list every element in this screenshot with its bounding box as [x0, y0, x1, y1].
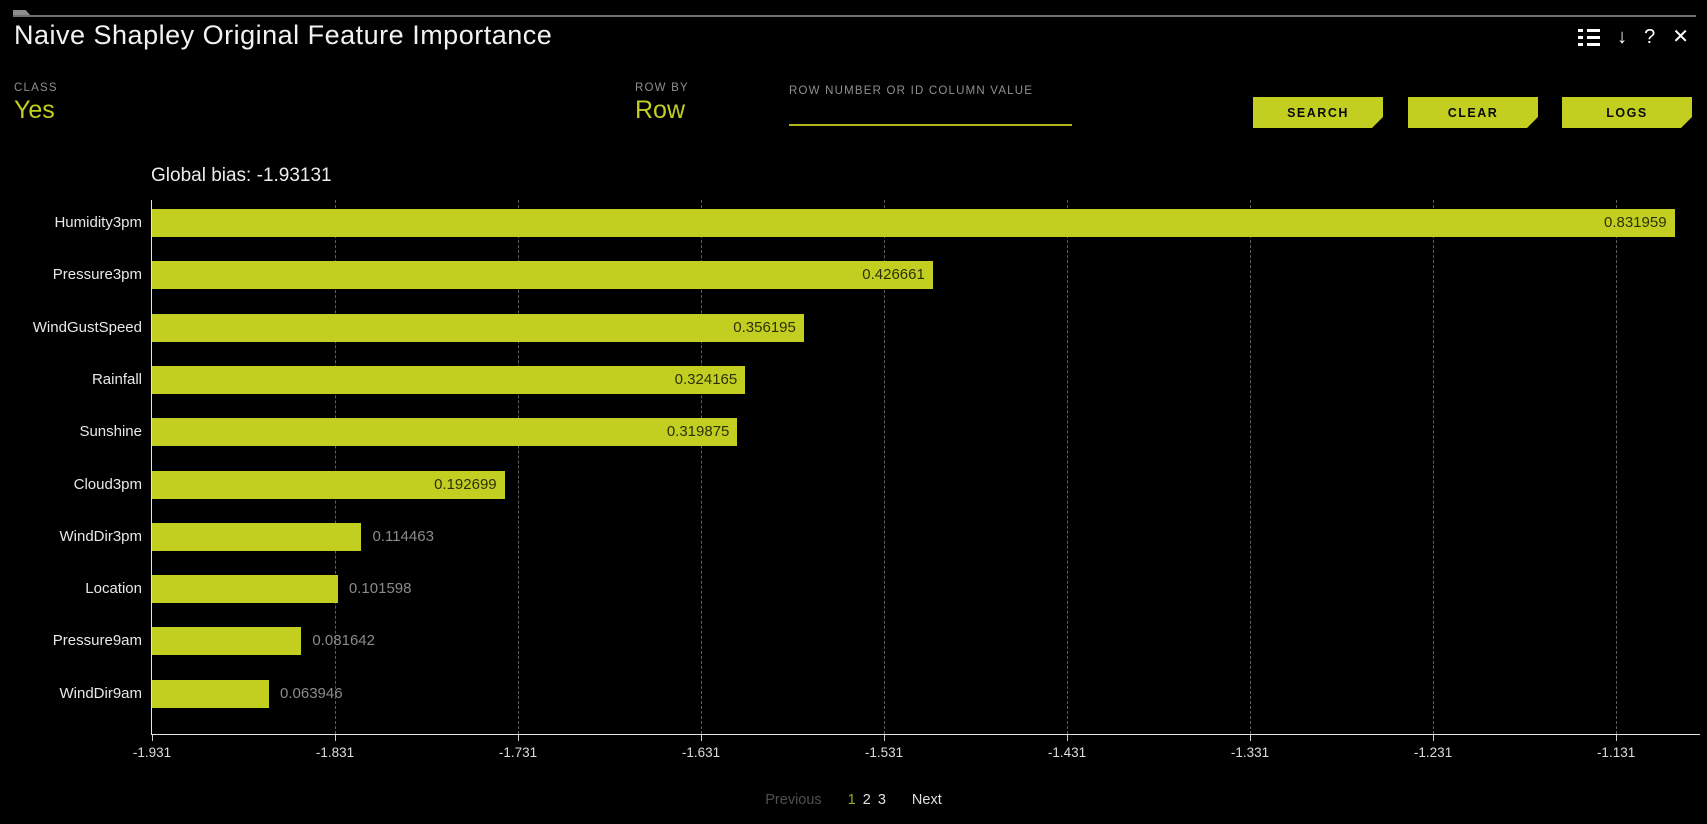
x-gridline [1616, 200, 1618, 734]
importance-bar [152, 209, 1675, 237]
importance-bar [152, 365, 746, 394]
row-number-input-label: ROW NUMBER OR ID COLUMN VALUE [789, 85, 1034, 97]
x-gridline [1433, 200, 1435, 734]
window-top-tab [13, 10, 31, 16]
clear-button[interactable]: CLEAR [1408, 97, 1538, 128]
pagination-page-2[interactable]: 2 [862, 792, 871, 808]
importance-bar [152, 575, 338, 604]
bar-value-label: 0.063946 [280, 684, 343, 702]
x-tick-label: -1.431 [1047, 745, 1087, 760]
bar-row: Pressure3pm 0.426661 [53, 261, 1701, 290]
bar-row: Rainfall 0.324165 [92, 365, 1701, 394]
importance-bar [152, 313, 804, 342]
x-gridline [1067, 200, 1069, 734]
x-tick-label: -1.631 [681, 745, 721, 760]
bar-row: WindGustSpeed 0.356195 [33, 313, 1701, 342]
row-by-value-select[interactable]: Row [635, 96, 686, 124]
x-tick-mark [884, 735, 886, 741]
close-icon[interactable]: ✕ [1672, 26, 1689, 48]
x-tick-mark [1433, 735, 1435, 741]
x-tick-label: -1.331 [1230, 745, 1270, 760]
x-gridline [335, 200, 336, 734]
bar-row: Sunshine 0.319875 [79, 418, 1701, 447]
importance-bar [152, 261, 933, 290]
bar-value-label: 0.319875 [666, 423, 730, 441]
x-tick-mark [1067, 735, 1069, 741]
x-tick-label: -1.531 [864, 745, 904, 760]
category-label: Location [85, 580, 142, 598]
bar-row: Pressure9am 0.081642 [53, 627, 1701, 656]
category-label: Pressure9am [52, 632, 142, 650]
category-label: Humidity3pm [54, 214, 142, 231]
category-label: WindGustSpeed [32, 318, 142, 336]
category-label: Sunshine [79, 423, 142, 441]
x-tick-label: -1.931 [132, 745, 172, 760]
options-list-icon[interactable] [1578, 28, 1601, 46]
class-value-select[interactable]: Yes [14, 96, 55, 124]
category-label: Rainfall [91, 370, 142, 388]
importance-bar [152, 627, 302, 656]
pagination-previous[interactable]: Previous [765, 792, 822, 808]
x-tick-mark [1250, 735, 1252, 741]
bar-row: WindDir9am 0.063946 [59, 679, 1701, 708]
bar-row: Humidity3pm 0.831959 [54, 209, 1701, 237]
global-bias-title: Global bias: -1.93131 [151, 165, 332, 186]
x-tick-label: -1.731 [498, 745, 538, 760]
bar-value-label: 0.324165 [674, 370, 738, 388]
window-toolbar: ↓ ? ✕ [1578, 26, 1689, 48]
pagination-next[interactable]: Next [911, 792, 942, 808]
x-tick-label: -1.231 [1413, 745, 1453, 760]
pagination-page-3[interactable]: 3 [877, 792, 886, 808]
class-label: CLASS [14, 82, 58, 94]
bar-value-label: 0.831959 [1603, 214, 1667, 231]
x-tick-label: -1.131 [1596, 745, 1636, 760]
bar-value-label: 0.101598 [348, 580, 412, 598]
x-tick-mark [1616, 735, 1618, 741]
importance-bar [152, 679, 270, 708]
bar-value-label: 0.356195 [733, 318, 796, 336]
x-tick-label: -1.831 [315, 745, 355, 760]
category-label: WindDir3pm [59, 527, 142, 545]
bar-value-label: 0.192699 [434, 475, 497, 493]
download-icon[interactable]: ↓ [1617, 26, 1628, 48]
category-label: Cloud3pm [73, 475, 142, 493]
logs-button[interactable]: LOGS [1562, 97, 1692, 128]
search-button[interactable]: SEARCH [1253, 97, 1383, 128]
category-label: WindDir9am [59, 684, 142, 702]
x-gridline [1250, 200, 1252, 734]
x-gridline [884, 200, 886, 734]
pagination-page-1[interactable]: 1 [847, 792, 856, 808]
importance-bar [152, 522, 362, 551]
x-tick-mark [701, 735, 703, 741]
help-icon[interactable]: ? [1644, 26, 1656, 48]
bar-value-label: 0.081642 [312, 632, 375, 650]
importance-bar [152, 470, 505, 499]
bar-row: Cloud3pm 0.192699 [74, 470, 1701, 499]
category-label: Pressure3pm [52, 266, 142, 284]
x-gridline [701, 200, 703, 734]
x-tick-mark [335, 735, 336, 741]
bar-value-label: 0.114463 [372, 527, 434, 545]
row-number-input[interactable] [789, 100, 1072, 126]
bar-row: WindDir3pm 0.114463 [59, 522, 1701, 551]
window-top-border [13, 15, 1696, 17]
importance-bar [152, 418, 738, 447]
page-title: Naive Shapley Original Feature Importanc… [14, 20, 553, 50]
bar-row: Location 0.101598 [85, 575, 1701, 604]
feature-importance-chart: -1.931 -1.831 -1.731 -1.631 -1.531 -1.431 -1.3… [33, 200, 1701, 760]
x-gridline [518, 200, 520, 734]
x-tick-mark [518, 735, 520, 741]
bar-value-label: 0.426661 [862, 266, 925, 284]
row-by-label: ROW BY [635, 82, 689, 94]
x-tick-mark [152, 735, 153, 741]
